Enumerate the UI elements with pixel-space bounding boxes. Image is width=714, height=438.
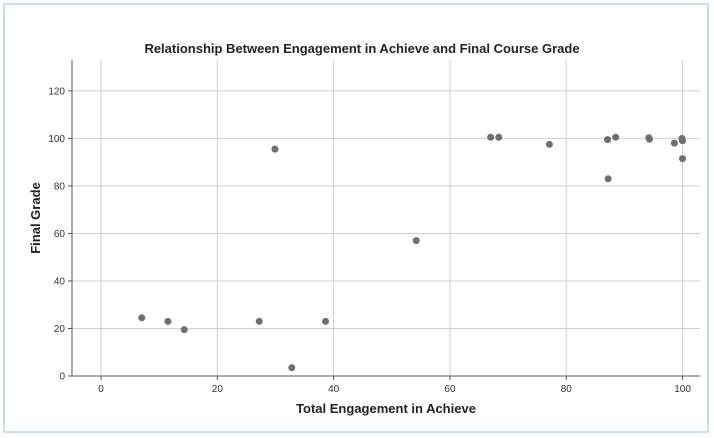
x-tick-label: 40: [328, 384, 340, 395]
x-tick-label: 20: [212, 384, 224, 395]
grid-layer: [72, 60, 700, 376]
x-tick-label: 0: [98, 384, 104, 395]
y-tick-label: 0: [59, 372, 65, 383]
data-point: [271, 145, 279, 153]
data-point: [545, 140, 553, 148]
data-point: [138, 314, 146, 322]
x-axis-label: Total Engagement in Achieve: [296, 401, 476, 416]
y-tick-label: 100: [48, 134, 65, 145]
data-point: [288, 364, 296, 372]
data-point: [487, 133, 495, 141]
data-point: [180, 326, 188, 334]
data-point: [495, 133, 503, 141]
chart-title: Relationship Between Engagement in Achie…: [144, 41, 579, 56]
chart-frame: [3, 3, 709, 433]
data-point: [255, 317, 263, 325]
data-point: [164, 317, 172, 325]
data-point: [604, 136, 612, 144]
y-tick-label: 60: [54, 229, 66, 240]
data-point: [679, 155, 687, 163]
y-tick-label: 20: [54, 324, 66, 335]
data-point: [322, 317, 330, 325]
data-point: [612, 133, 620, 141]
data-point: [604, 175, 612, 183]
y-tick-label: 40: [54, 276, 66, 287]
data-point: [645, 135, 653, 143]
data-point: [670, 139, 678, 147]
y-axis-label: Final Grade: [28, 182, 43, 254]
data-points: [138, 133, 687, 372]
y-tick-label: 120: [48, 86, 65, 97]
axis-layer: [68, 60, 700, 380]
x-tick-label: 100: [674, 384, 691, 395]
data-point: [679, 137, 687, 145]
x-tick-label: 60: [444, 384, 456, 395]
y-tick-label: 80: [54, 181, 66, 192]
tick-labels: 0 20 40 60 80 100 0 20 40 60 80 100 120: [48, 86, 691, 395]
x-tick-label: 80: [561, 384, 573, 395]
data-point: [412, 237, 420, 245]
